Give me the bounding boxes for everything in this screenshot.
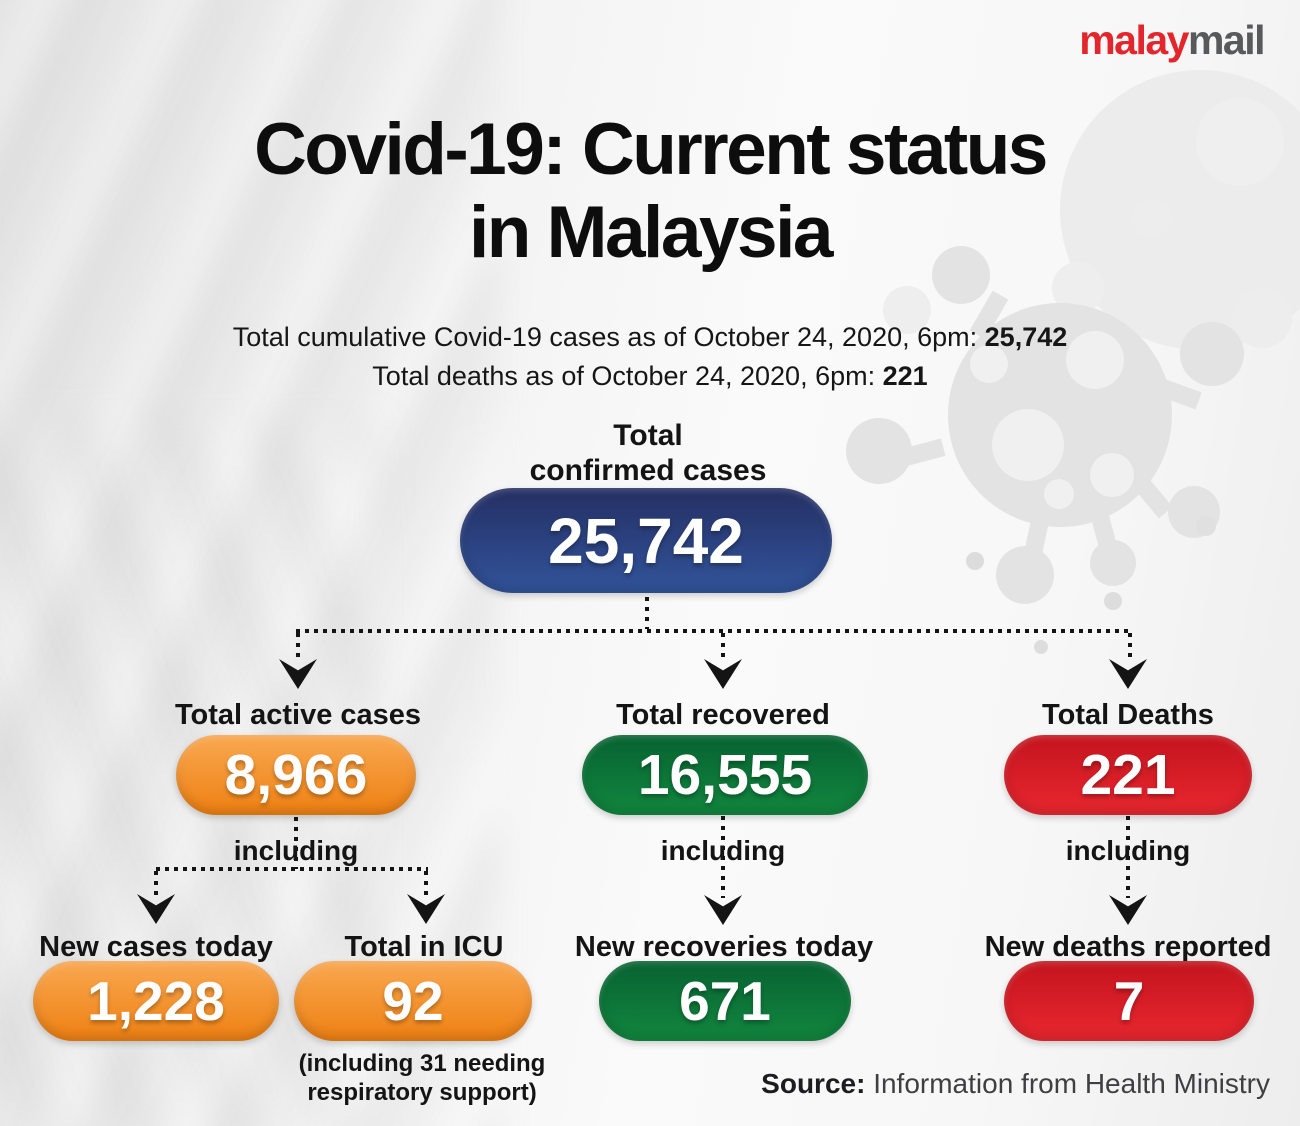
connector-active-vertical [294, 817, 298, 869]
connector-recovered-vertical [721, 816, 725, 898]
pill-total-in-icu: 92 [294, 961, 532, 1041]
label-total-confirmed-line2: confirmed cases [529, 453, 767, 487]
value-total-deaths: 221 [1080, 743, 1176, 807]
label-total-recovered: Total recovered [616, 699, 830, 731]
label-total-active-cases: Total active cases [174, 699, 422, 731]
connector-deaths-stub [1128, 633, 1132, 659]
arrow-down-icon [704, 895, 742, 925]
pill-total-confirmed-cases: 25,742 [460, 488, 832, 593]
icu-note: (including 31 needing respiratory suppor… [267, 1050, 577, 1108]
arrow-down-icon [407, 894, 445, 924]
virus-spike-ball [846, 418, 912, 484]
connector-root-horizontal [296, 629, 1132, 633]
intro-line1-value: 25,742 [984, 322, 1068, 352]
arrow-down-icon [1109, 895, 1147, 925]
pill-new-recoveries-today: 671 [599, 961, 851, 1041]
source-credit: Source: Information from Health Ministry [761, 1068, 1270, 1100]
virus-spike [1023, 510, 1051, 560]
source-label: Source: [761, 1068, 866, 1099]
pill-total-deaths: 221 [1004, 735, 1252, 815]
faint-dot [966, 552, 984, 570]
label-total-confirmed-cases: Total confirmed cases [448, 419, 848, 488]
intro-line1-text: Total cumulative Covid-19 cases as of Oc… [232, 322, 978, 352]
virus-spot [1044, 479, 1074, 509]
intro-line2: Total deaths as of October 24, 2020, 6pm… [0, 361, 1300, 392]
virus-spike [1129, 471, 1173, 519]
value-new-recoveries-today: 671 [679, 970, 771, 1032]
label-new-recoveries-today: New recoveries today [574, 931, 874, 963]
icu-note-line1: (including 31 needing [298, 1050, 546, 1077]
faint-dot [1034, 640, 1048, 654]
pill-total-recovered: 16,555 [582, 735, 868, 815]
label-total-deaths: Total Deaths [1042, 699, 1214, 731]
arrow-down-icon [137, 894, 175, 924]
title-line1: Covid-19: Current status [254, 109, 1048, 190]
value-new-deaths-today: 7 [1113, 970, 1145, 1032]
connector-new-cases-stub [154, 871, 158, 895]
connector-active-stub [296, 633, 300, 659]
value-total-recovered: 16,555 [637, 743, 813, 807]
value-new-cases-today: 1,228 [87, 970, 225, 1032]
label-total-confirmed-line1: Total [613, 419, 683, 452]
label-including-recovered: including [660, 835, 786, 866]
label-including-deaths: including [1065, 835, 1191, 866]
logo-mail: mail [1187, 17, 1266, 63]
faint-dot [1104, 592, 1122, 610]
connector-icu-stub [424, 871, 428, 895]
arrow-down-icon [704, 659, 742, 689]
virus-spot [1090, 453, 1134, 497]
faint-dot [1196, 516, 1216, 536]
logo: malaymail [1079, 17, 1266, 63]
connector-root-vertical [645, 597, 649, 629]
value-total-in-icu: 92 [382, 970, 444, 1032]
pill-new-deaths-today: 7 [1004, 961, 1254, 1041]
label-including-active: including [233, 835, 359, 866]
arrow-down-icon [279, 659, 317, 689]
connector-recovered-stub [721, 633, 725, 659]
virus-spike [1088, 503, 1118, 553]
connector-active-horizontal [156, 867, 428, 871]
label-new-cases-today: New cases today [39, 931, 273, 963]
value-total-confirmed-cases: 25,742 [548, 504, 744, 577]
pill-total-active-cases: 8,966 [176, 735, 416, 815]
virus-spot [992, 409, 1064, 481]
virus-spike-ball [1090, 540, 1136, 586]
virus-spike-ball [996, 546, 1054, 604]
logo-malay: malay [1079, 17, 1189, 63]
value-total-active-cases: 8,966 [224, 743, 368, 807]
source-text: Information from Health Ministry [865, 1068, 1270, 1099]
intro-line2-value: 221 [882, 361, 928, 391]
virus-spike [896, 438, 946, 468]
title-line2: in Malaysia [468, 192, 834, 274]
icu-note-line2: respiratory support) [307, 1078, 537, 1106]
virus-spike-ball [1168, 486, 1220, 538]
arrow-down-icon [1109, 659, 1147, 689]
intro-line1: Total cumulative Covid-19 cases as of Oc… [0, 322, 1300, 353]
connector-deaths-vertical [1126, 816, 1130, 898]
label-total-in-icu: Total in ICU [344, 931, 504, 963]
pill-new-cases-today: 1,228 [33, 961, 279, 1041]
page-title: Covid-19: Current status in Malaysia [0, 108, 1300, 274]
intro-line2-text: Total deaths as of October 24, 2020, 6pm… [372, 361, 876, 391]
